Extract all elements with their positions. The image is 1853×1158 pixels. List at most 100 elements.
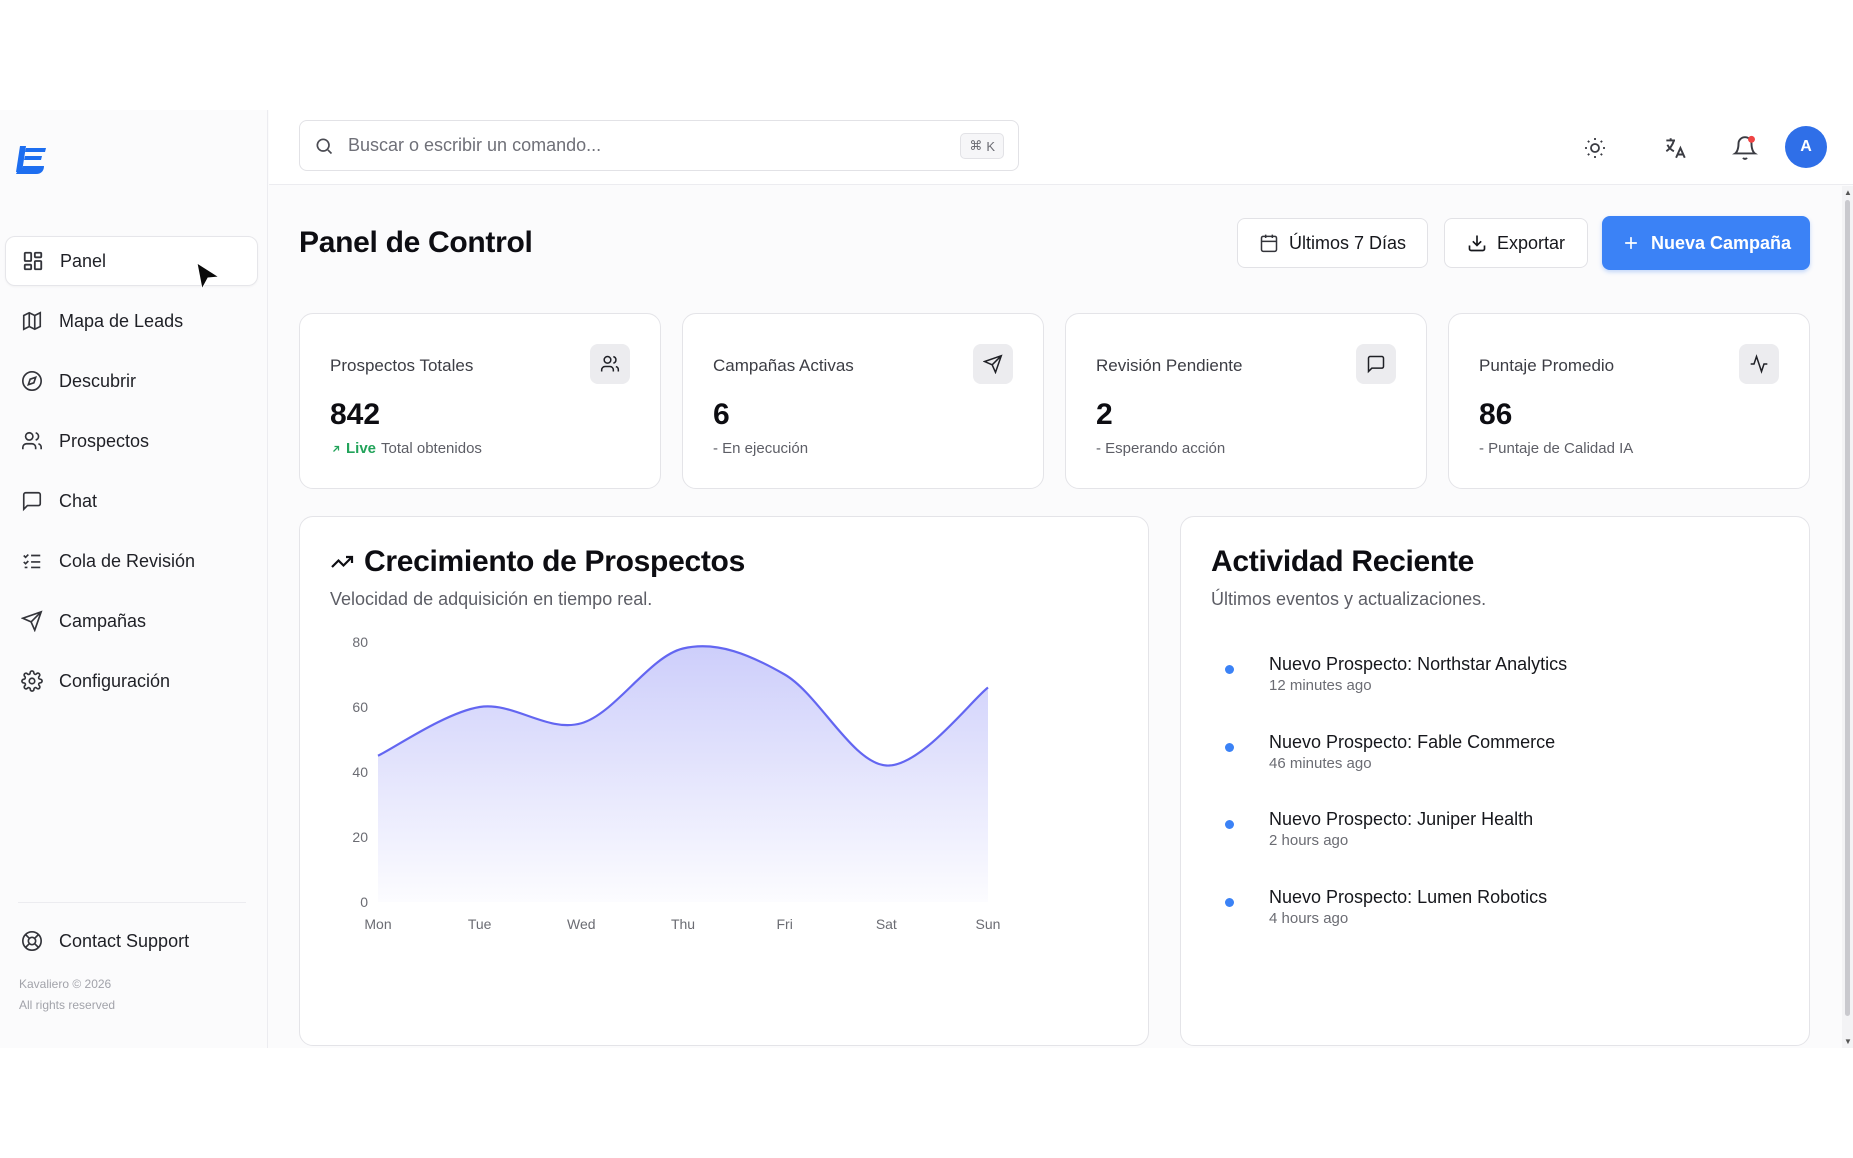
trending-up-icon — [330, 550, 354, 574]
y-tick-label: 40 — [352, 764, 368, 780]
sidebar-item-label: Cola de Revisión — [59, 550, 196, 571]
activity-dot — [1225, 820, 1234, 829]
activity-icon — [1739, 344, 1779, 384]
x-tick-label: Wed — [567, 916, 596, 932]
activity-item-time: 4 hours ago — [1269, 909, 1349, 927]
compass-icon — [19, 368, 45, 394]
stat-sub-label: - En ejecución — [713, 440, 809, 457]
contact-support-button[interactable]: Contact Support — [5, 916, 258, 966]
sidebar-item-label: Chat — [59, 490, 98, 511]
growth-title-text: Crecimiento de Prospectos — [364, 545, 745, 578]
sidebar-item-chat[interactable]: Chat — [5, 476, 258, 526]
y-tick-label: 0 — [360, 894, 368, 910]
new-campaign-button[interactable]: Nueva Campaña — [1602, 216, 1810, 270]
activity-item[interactable]: Nuevo Prospecto: Lumen Robotics 4 hours … — [1225, 886, 1567, 964]
message-square-icon — [1356, 344, 1396, 384]
chart-point-wed[interactable] — [577, 719, 585, 727]
new-campaign-label: Nueva Campaña — [1650, 232, 1792, 253]
stat-value: 6 — [713, 398, 730, 431]
shortcut-badge: ⌘ K — [960, 133, 1004, 159]
scroll-down-arrow-icon[interactable]: ▼ — [1844, 1037, 1852, 1046]
stat-sub-label: Total obtenidos — [381, 440, 482, 457]
trending-up-icon — [330, 443, 342, 455]
activity-item-title: Nuevo Prospecto: Fable Commerce — [1269, 731, 1556, 752]
command-key-symbol: ⌘ — [969, 138, 983, 153]
sidebar-item-label: Prospectos — [59, 430, 150, 451]
stat-value: 86 — [1479, 398, 1513, 431]
stat-label: Campañas Activas — [713, 356, 854, 375]
search-input[interactable] — [348, 135, 938, 156]
x-tick-label: Sun — [976, 916, 1001, 932]
export-label: Exportar — [1496, 232, 1566, 253]
download-icon — [1467, 233, 1487, 253]
app-shell: Panel Mapa de Leads Descubrir Prospectos — [0, 110, 1853, 1048]
date-range-button[interactable]: Últimos 7 Días — [1237, 218, 1428, 268]
sidebar-item-configuracion[interactable]: Configuración — [5, 656, 258, 706]
stat-card-revision-pendiente: Revisión Pendiente 2 - Esperando acción — [1065, 313, 1427, 489]
sidebar-item-panel[interactable]: Panel — [5, 236, 258, 286]
sidebar-nav: Panel Mapa de Leads Descubrir Prospectos — [5, 236, 258, 716]
activity-item-time: 46 minutes ago — [1269, 754, 1372, 772]
activity-dot — [1225, 665, 1234, 674]
x-tick-label: Fri — [777, 916, 793, 932]
activity-subtitle: Últimos eventos y actualizaciones. — [1211, 589, 1487, 609]
sidebar-item-cola-de-revision[interactable]: Cola de Revisión — [5, 536, 258, 586]
copyright-text: Kavaliero © 2026 — [19, 977, 112, 991]
scrollbar-thumb[interactable] — [1845, 200, 1850, 1016]
search-icon — [314, 136, 334, 156]
vertical-scrollbar[interactable]: ▲ ▼ — [1842, 186, 1853, 1048]
chart-point-tue[interactable] — [476, 703, 484, 711]
stat-label: Puntaje Promedio — [1479, 356, 1615, 375]
user-avatar[interactable]: A — [1785, 126, 1827, 168]
command-search[interactable]: ⌘ K — [299, 120, 1019, 171]
x-tick-label: Tue — [468, 916, 492, 932]
chart-point-thu[interactable] — [679, 645, 687, 653]
main-content: Panel de Control Últimos 7 Días Exportar… — [269, 186, 1839, 1048]
sidebar-item-prospectos[interactable]: Prospectos — [5, 416, 258, 466]
contact-support-label: Contact Support — [59, 930, 190, 951]
chart-point-mon[interactable] — [374, 752, 382, 760]
sidebar-item-label: Mapa de Leads — [59, 310, 184, 331]
activity-item-title: Nuevo Prospecto: Northstar Analytics — [1269, 654, 1568, 674]
activity-item[interactable]: Nuevo Prospecto: Northstar Analytics 12 … — [1225, 653, 1567, 731]
theme-toggle-sun-icon[interactable] — [1575, 128, 1615, 168]
activity-dot — [1225, 742, 1234, 752]
chat-icon — [19, 488, 45, 514]
page-title: Panel de Control — [299, 226, 533, 259]
activity-item[interactable]: Nuevo Prospecto: Juniper Health 2 hours … — [1225, 808, 1567, 886]
topbar: ⌘ K A — [269, 110, 1853, 185]
kavaliero-logo[interactable] — [14, 142, 50, 178]
scroll-up-arrow-icon[interactable]: ▲ — [1844, 188, 1852, 197]
live-label: Live — [346, 440, 377, 457]
sidebar-item-label: Descubrir — [59, 370, 137, 391]
mouse-cursor-icon — [195, 261, 221, 296]
stat-subtext: Live Total obtenidos — [330, 440, 482, 457]
export-button[interactable]: Exportar — [1444, 218, 1588, 268]
activity-item-time: 2 hours ago — [1269, 832, 1349, 849]
y-tick-label: 20 — [352, 829, 368, 845]
notifications-bell-icon[interactable] — [1725, 128, 1765, 168]
stat-value: 2 — [1096, 398, 1113, 431]
x-tick-label: Sat — [876, 916, 897, 932]
send-icon — [973, 344, 1013, 384]
language-translate-icon[interactable] — [1655, 128, 1695, 168]
dashboard-grid-icon — [20, 248, 46, 274]
chart-point-sun[interactable] — [984, 684, 992, 692]
growth-chart: 0 20 40 60 80 Mon Tue Wed Thu Fri Sat Sun — [352, 634, 1001, 932]
sidebar-item-campanas[interactable]: Campañas — [5, 596, 258, 646]
sidebar-item-label: Panel — [60, 250, 107, 271]
x-tick-label: Mon — [364, 916, 391, 932]
chart-point-sat[interactable] — [882, 762, 890, 770]
chart-point-fri[interactable] — [781, 671, 789, 679]
activity-list: Nuevo Prospecto: Northstar Analytics 12 … — [1225, 653, 1567, 963]
chart-area — [378, 646, 988, 902]
sidebar-item-descubrir[interactable]: Descubrir — [5, 356, 258, 406]
sidebar-item-mapa-de-leads[interactable]: Mapa de Leads — [5, 296, 258, 346]
list-checks-icon — [19, 548, 45, 574]
stat-sub-label: - Puntaje de Calidad IA — [1479, 440, 1634, 457]
live-indicator: Live — [330, 440, 376, 457]
growth-title: Crecimiento de Prospectos — [330, 545, 745, 579]
activity-item[interactable]: Nuevo Prospecto: Fable Commerce 46 minut… — [1225, 731, 1567, 809]
growth-chart-panel: 0 20 40 60 80 Mon Tue Wed Thu Fri Sat Sun Crecimien… — [299, 516, 1149, 1046]
stat-card-campanas-activas: Campañas Activas 6 - En ejecución — [682, 313, 1044, 489]
